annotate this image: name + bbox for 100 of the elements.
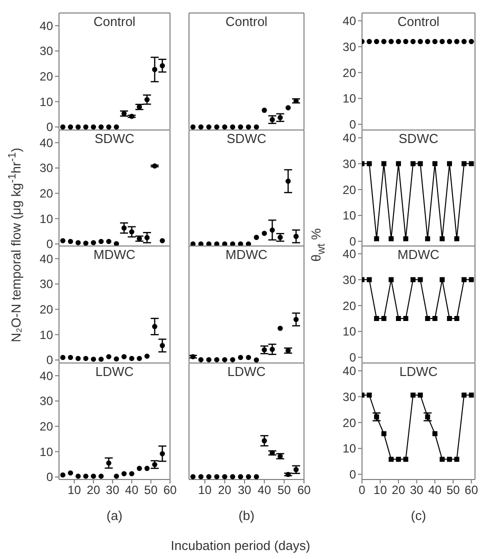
point — [160, 342, 165, 348]
x-tick-label: 60 — [464, 482, 478, 497]
chart-title: SDWC — [226, 130, 268, 146]
y-tick-label: 0 — [349, 467, 356, 482]
point — [278, 326, 283, 331]
point — [90, 356, 96, 362]
text: (b) — [238, 508, 256, 523]
point — [222, 357, 228, 362]
text: (c) — [410, 508, 428, 523]
point — [114, 473, 120, 478]
x-tick-label: 30 — [106, 482, 120, 497]
x-tick-label: 10 — [374, 482, 388, 497]
point — [230, 474, 236, 479]
y-tick-label: 10 — [40, 94, 54, 109]
point — [83, 124, 88, 130]
y-tick-label: 30 — [40, 394, 54, 408]
point — [60, 124, 66, 130]
chart-title: MDWC — [224, 247, 268, 262]
point — [254, 234, 260, 240]
point — [454, 456, 460, 462]
y-tick-label: 40 — [40, 135, 54, 150]
point — [366, 392, 372, 398]
y-tick-label: 0 — [349, 234, 356, 248]
point — [106, 124, 112, 130]
point — [152, 324, 158, 330]
y-tick-label: 20 — [40, 419, 54, 434]
point — [76, 356, 81, 362]
chart-title: Control — [92, 14, 136, 29]
point — [246, 354, 252, 360]
x-tick-label: 50 — [277, 482, 292, 497]
x-tick-label: 60 — [163, 482, 177, 497]
point — [98, 238, 104, 244]
point — [76, 240, 81, 245]
point — [90, 240, 96, 245]
y-tick-label: 0 — [46, 120, 54, 134]
point — [468, 392, 474, 398]
point — [60, 472, 66, 478]
chart-title: Control — [224, 14, 268, 29]
x-tick-label: 40 — [428, 482, 442, 497]
point — [246, 124, 252, 130]
x-tick-label: 50 — [144, 482, 158, 497]
y-tick-label: 20 — [342, 298, 356, 313]
y-tick-label: 10 — [40, 211, 54, 226]
point — [76, 473, 81, 478]
point — [114, 124, 120, 130]
y-tick-label: 30 — [342, 272, 356, 287]
point — [98, 356, 104, 362]
x-tick-label: 0 — [358, 482, 366, 497]
x-tick-label: 30 — [410, 482, 424, 497]
x-tick-label: 10 — [198, 482, 212, 497]
point — [160, 450, 165, 456]
point — [446, 456, 452, 462]
point — [106, 238, 112, 244]
y-tick-label: 40 — [342, 364, 356, 378]
point — [106, 354, 112, 360]
y-tick-label: 40 — [342, 247, 356, 262]
y-tick-label: 40 — [342, 14, 356, 28]
x-tick-label: 40 — [125, 482, 139, 497]
point — [410, 392, 416, 398]
point — [254, 357, 260, 362]
point — [190, 124, 196, 130]
point — [198, 474, 204, 479]
point — [206, 124, 212, 130]
y-tick-label: 30 — [342, 40, 356, 54]
point — [262, 438, 267, 443]
point — [206, 357, 212, 362]
x-tick-label: 20 — [86, 482, 100, 497]
y-tick-label: 0 — [349, 350, 356, 365]
y-tick-label: 10 — [342, 324, 356, 339]
y-tick-label: 30 — [40, 277, 54, 292]
y-tick-label: 10 — [40, 444, 54, 458]
y-tick-label: 20 — [40, 70, 54, 84]
point — [246, 474, 252, 479]
y-tick-label: 30 — [342, 156, 356, 170]
point — [121, 470, 127, 476]
point — [254, 124, 260, 130]
y-tick-label: 20 — [342, 415, 356, 430]
y-tick-label: 40 — [40, 18, 54, 33]
point — [403, 456, 408, 462]
point — [198, 357, 204, 362]
point — [214, 124, 220, 130]
point — [98, 473, 104, 478]
y-tick-label: 0 — [46, 353, 54, 368]
text: (a) — [106, 508, 124, 523]
point — [262, 108, 267, 113]
y-tick-label: 10 — [342, 208, 356, 222]
point — [129, 470, 134, 476]
y-tick-label: 20 — [40, 302, 54, 317]
point — [68, 470, 74, 476]
point — [462, 392, 467, 398]
point — [254, 474, 260, 479]
point — [144, 354, 150, 359]
chart-title: LDWC — [226, 364, 267, 378]
point — [90, 473, 96, 478]
point — [60, 354, 66, 360]
point — [214, 474, 220, 479]
y-tick-label: 20 — [342, 182, 356, 196]
point — [440, 456, 445, 462]
y-tick-label: 40 — [40, 252, 54, 266]
point — [293, 316, 299, 322]
